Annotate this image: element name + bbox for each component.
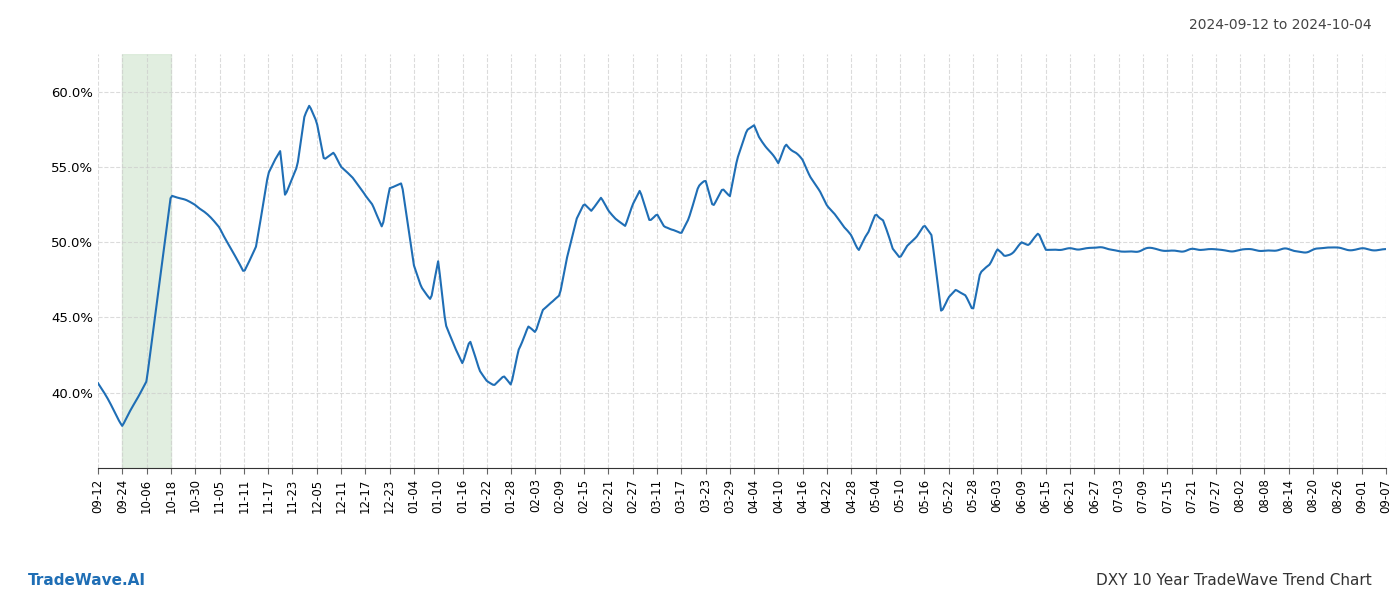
Bar — [122, 54, 171, 468]
Text: DXY 10 Year TradeWave Trend Chart: DXY 10 Year TradeWave Trend Chart — [1096, 573, 1372, 588]
Text: TradeWave.AI: TradeWave.AI — [28, 573, 146, 588]
Text: 2024-09-12 to 2024-10-04: 2024-09-12 to 2024-10-04 — [1190, 18, 1372, 32]
